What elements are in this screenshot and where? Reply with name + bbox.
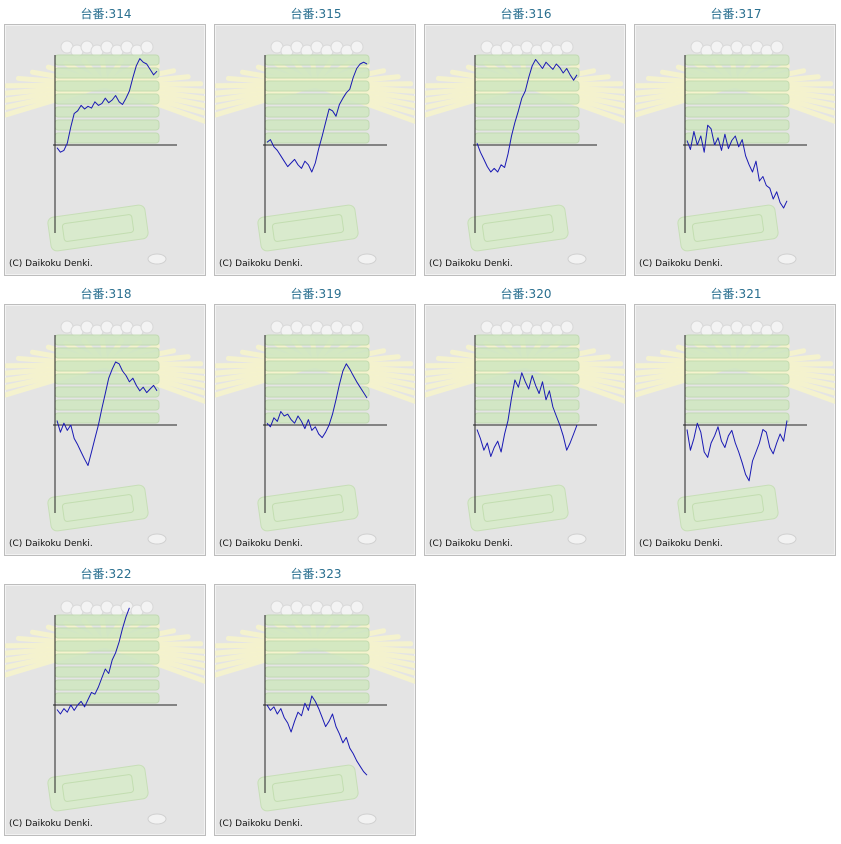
machine-illustration	[425, 320, 625, 545]
machine-illustration	[5, 320, 205, 545]
copyright-label: (C) Daikoku Denki.	[219, 819, 303, 829]
chart-frame: (C) Daikoku Denki.	[214, 304, 416, 556]
chart-panel: 台番:319 (C) Daikoku Denki.	[214, 284, 418, 560]
copyright-label: (C) Daikoku Denki.	[9, 539, 93, 549]
chart-panel: 台番:323 (C) Daikoku Denki.	[214, 564, 418, 840]
chart-frame: (C) Daikoku Denki.	[424, 24, 626, 276]
chart-panel: 台番:317 (C) Daikoku Denki.	[634, 4, 838, 280]
machine-illustration	[215, 40, 415, 265]
copyright-label: (C) Daikoku Denki.	[639, 539, 723, 549]
series-line	[686, 420, 788, 482]
line-chart	[425, 40, 625, 265]
line-chart	[5, 40, 205, 265]
series-line	[476, 372, 578, 457]
line-chart	[635, 320, 835, 545]
machine-illustration	[425, 40, 625, 265]
machine-number-title[interactable]: 台番:319	[290, 287, 342, 301]
copyright-label: (C) Daikoku Denki.	[429, 259, 513, 269]
machine-number-title[interactable]: 台番:323	[290, 567, 342, 581]
machine-number-title[interactable]: 台番:321	[710, 287, 762, 301]
series-line	[266, 61, 368, 173]
series-line	[686, 124, 788, 209]
line-chart	[215, 40, 415, 265]
machine-number-title[interactable]: 台番:314	[80, 7, 132, 21]
machine-illustration	[635, 40, 835, 265]
series-line	[266, 695, 368, 776]
chart-frame: (C) Daikoku Denki.	[214, 24, 416, 276]
series-line	[476, 59, 578, 173]
chart-panel: 台番:318 (C) Daikoku Denki.	[4, 284, 208, 560]
chart-panel: 台番:320 (C) Daikoku Denki.	[424, 284, 628, 560]
chart-frame: (C) Daikoku Denki.	[634, 24, 836, 276]
chart-panel: 台番:316 (C) Daikoku Denki.	[424, 4, 628, 280]
line-chart	[635, 40, 835, 265]
series-line	[56, 607, 130, 715]
machine-illustration	[5, 600, 205, 825]
line-chart	[215, 320, 415, 545]
line-chart	[425, 320, 625, 545]
machine-illustration	[635, 320, 835, 545]
line-chart	[5, 600, 205, 825]
chart-frame: (C) Daikoku Denki.	[424, 304, 626, 556]
copyright-label: (C) Daikoku Denki.	[429, 539, 513, 549]
machine-illustration	[215, 600, 415, 825]
chart-panel: 台番:314 (C) Daikoku Denki.	[4, 4, 208, 280]
copyright-label: (C) Daikoku Denki.	[219, 259, 303, 269]
machine-number-title[interactable]: 台番:315	[290, 7, 342, 21]
copyright-label: (C) Daikoku Denki.	[9, 259, 93, 269]
chart-frame: (C) Daikoku Denki.	[4, 584, 206, 836]
copyright-label: (C) Daikoku Denki.	[639, 259, 723, 269]
machine-illustration	[215, 320, 415, 545]
series-line	[56, 58, 158, 153]
copyright-label: (C) Daikoku Denki.	[9, 819, 93, 829]
chart-frame: (C) Daikoku Denki.	[634, 304, 836, 556]
line-chart	[215, 600, 415, 825]
chart-panel: 台番:322 (C) Daikoku Denki.	[4, 564, 208, 840]
line-chart	[5, 320, 205, 545]
copyright-label: (C) Daikoku Denki.	[219, 539, 303, 549]
chart-frame: (C) Daikoku Denki.	[4, 304, 206, 556]
machine-number-title[interactable]: 台番:322	[80, 567, 132, 581]
series-line	[56, 361, 158, 466]
chart-frame: (C) Daikoku Denki.	[214, 584, 416, 836]
series-line	[266, 363, 368, 439]
machine-number-title[interactable]: 台番:318	[80, 287, 132, 301]
chart-panel: 台番:321 (C) Daikoku Denki.	[634, 284, 838, 560]
machine-number-title[interactable]: 台番:316	[500, 7, 552, 21]
machine-number-title[interactable]: 台番:317	[710, 7, 762, 21]
chart-panel: 台番:315 (C) Daikoku Denki.	[214, 4, 418, 280]
chart-frame: (C) Daikoku Denki.	[4, 24, 206, 276]
machine-illustration	[5, 40, 205, 265]
machine-number-title[interactable]: 台番:320	[500, 287, 552, 301]
